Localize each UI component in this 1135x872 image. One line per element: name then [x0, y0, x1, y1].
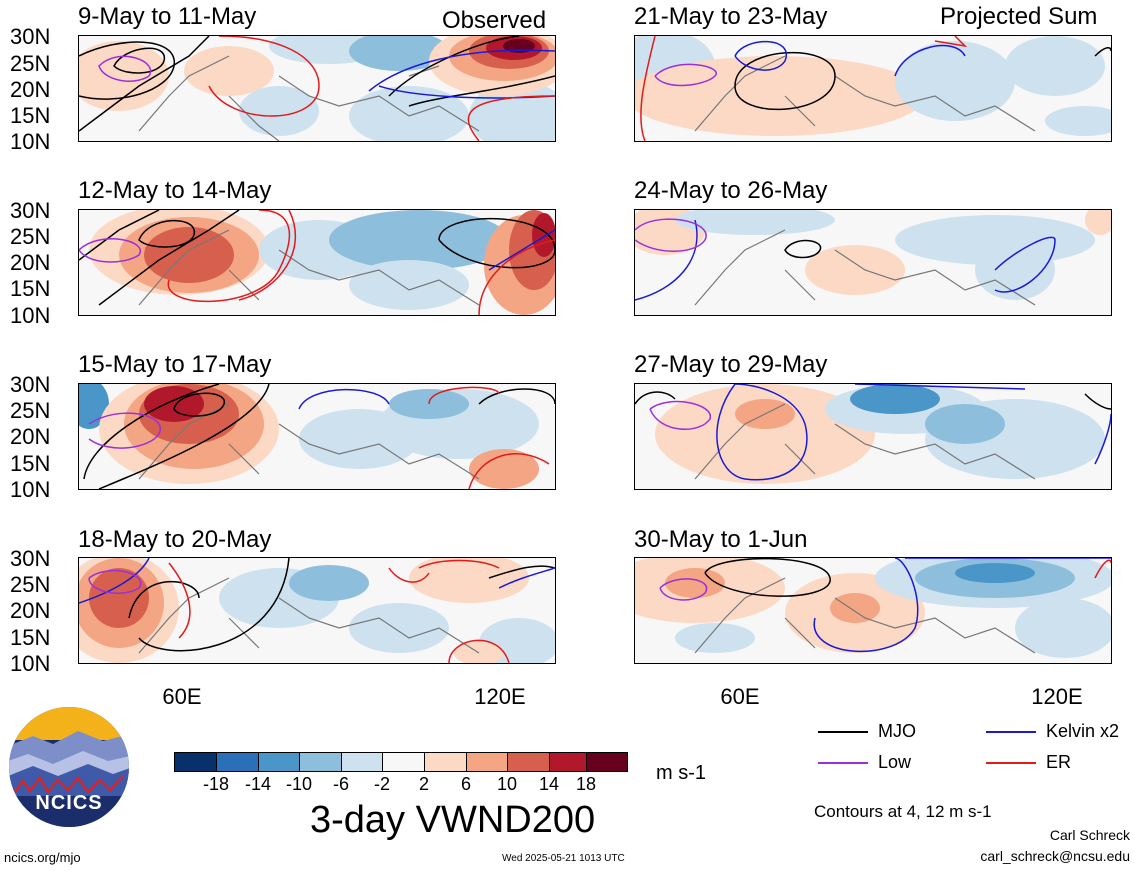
colorbar-label: -6 [332, 774, 350, 794]
map-panel-15-17-may [78, 383, 556, 490]
map-panel-18-20-may [78, 557, 556, 664]
lat-label: 20N [10, 598, 51, 623]
lat-label: 10N [10, 477, 51, 502]
panel-title-7: 27-May to 29-May [634, 351, 828, 378]
er-line-swatch [986, 762, 1036, 764]
panel-title-1: 9-May to 11-May [78, 3, 257, 30]
lat-label: 10N [10, 651, 51, 676]
colorbar-swatch [382, 752, 424, 772]
panel-title-3: 15-May to 17-May [78, 351, 272, 378]
panel-title-4: 18-May to 20-May [78, 526, 272, 553]
lat-label: 15N [10, 625, 51, 650]
lon-label-60e-right: 60E [720, 684, 760, 709]
lat-label: 20N [10, 77, 51, 102]
panel-title-2: 12-May to 14-May [78, 177, 272, 204]
colorbar-swatch [549, 752, 586, 772]
map-panel-24-26-may [634, 209, 1112, 316]
site-link[interactable]: ncics.org/mjo [4, 850, 81, 865]
lat-label: 15N [10, 451, 51, 476]
lat-label: 25N [10, 572, 51, 597]
lat-label: 10N [10, 129, 51, 154]
lat-label: 30N [10, 198, 51, 223]
lon-label-60e-left: 60E [162, 684, 202, 709]
colorbar-label: 18 [575, 774, 597, 794]
colorbar-label: -2 [373, 774, 391, 794]
colorbar-label: -18 [202, 774, 230, 794]
map-panel-21-23-may [634, 35, 1112, 142]
colorbar-swatch [466, 752, 507, 772]
lat-label: 30N [10, 546, 51, 571]
lat-label: 15N [10, 103, 51, 128]
colorbar-swatch [299, 752, 341, 772]
lat-label: 20N [10, 250, 51, 275]
lat-label: 15N [10, 276, 51, 301]
low-line-swatch [818, 762, 868, 764]
colorbar-label: 14 [538, 774, 560, 794]
logo-text: NCICS [35, 792, 103, 814]
ncics-logo: NCICS [8, 706, 130, 828]
lat-label: 30N [10, 372, 51, 397]
legend-low: Low [878, 752, 912, 772]
colorbar-label: -14 [244, 774, 272, 794]
colorbar-swatch [341, 752, 382, 772]
projected-header: Projected Sum [940, 3, 1098, 30]
map-panel-30-may-1-jun [634, 557, 1112, 664]
panel-title-8: 30-May to 1-Jun [634, 526, 808, 553]
legend-mjo: MJO [878, 721, 916, 741]
lon-label-120e-right: 120E [1031, 684, 1083, 709]
timestamp: Wed 2025-05-21 1013 UTC [502, 853, 625, 864]
map-panel-12-14-may [78, 209, 556, 316]
map-panel-27-29-may [634, 383, 1112, 490]
lon-label-120e-left: 120E [474, 684, 526, 709]
lat-label: 25N [10, 398, 51, 423]
panel-title-6: 24-May to 26-May [634, 177, 828, 204]
author-email: carl_schreck@ncsu.edu [980, 848, 1130, 864]
contours-note: Contours at 4, 12 m s-1 [814, 802, 992, 821]
colorbar-units: m s-1 [656, 762, 706, 784]
colorbar-label: 6 [460, 774, 472, 794]
colorbar-label: 2 [418, 774, 430, 794]
colorbar-swatch [258, 752, 299, 772]
colorbar-label: 10 [496, 774, 518, 794]
colorbar-swatch [586, 752, 628, 772]
panel-title-5: 21-May to 23-May [634, 3, 828, 30]
author-name: Carl Schreck [1049, 827, 1130, 843]
colorbar-swatch [174, 752, 216, 772]
colorbar-label: -10 [285, 774, 313, 794]
colorbar-swatch [424, 752, 466, 772]
legend-kelvin: Kelvin x2 [1046, 721, 1120, 741]
kelvin-line-swatch [986, 731, 1036, 733]
map-panel-9-11-may [78, 35, 556, 142]
lat-label: 25N [10, 224, 51, 249]
lat-label: 25N [10, 51, 51, 76]
mjo-line-swatch [818, 731, 868, 733]
lat-label: 30N [10, 24, 51, 49]
colorbar-swatch [507, 752, 549, 772]
lat-label: 10N [10, 303, 51, 328]
legend-er: ER [1046, 752, 1072, 772]
observed-header: Observed [442, 7, 547, 34]
main-title: 3-day VWND200 [310, 799, 596, 841]
colorbar-swatch [216, 752, 258, 772]
lat-label: 20N [10, 424, 51, 449]
